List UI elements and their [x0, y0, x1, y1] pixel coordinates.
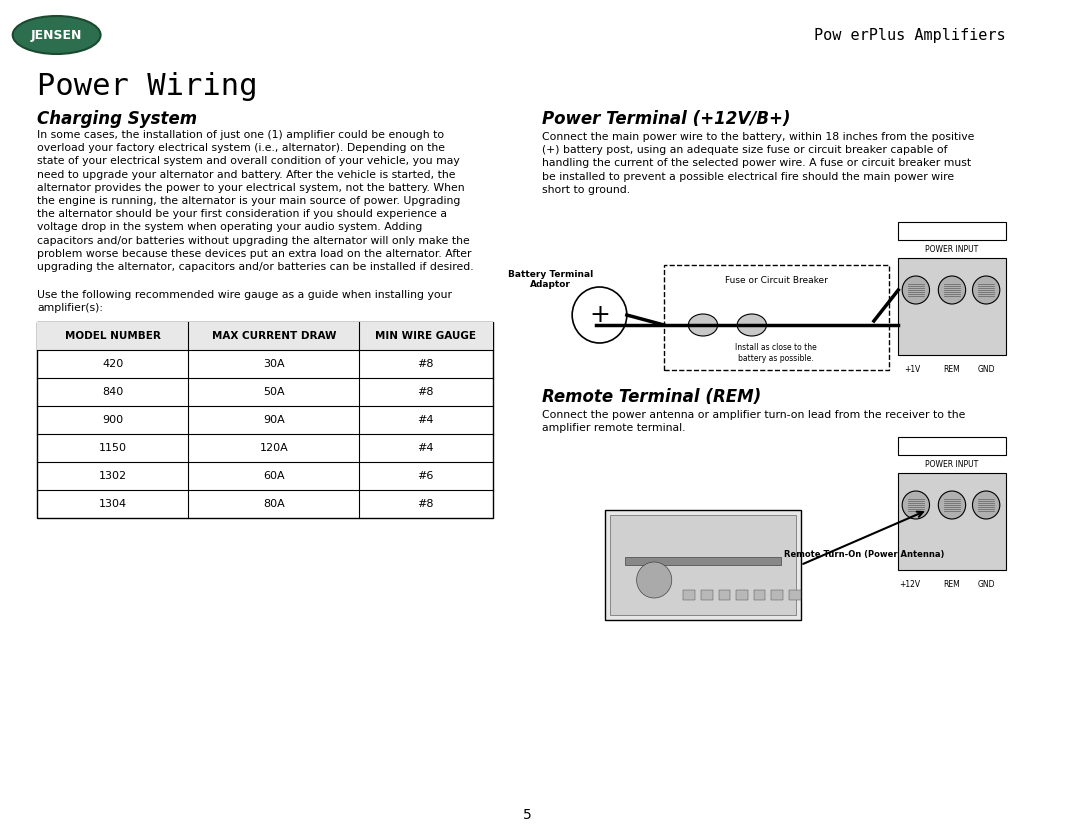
Bar — [37, 322, 494, 518]
Text: 120A: 120A — [259, 443, 288, 453]
Bar — [899, 258, 1005, 355]
Bar — [899, 437, 1005, 455]
Bar — [899, 473, 1005, 570]
Bar — [37, 322, 494, 350]
Text: 840: 840 — [103, 387, 123, 397]
Text: POWER INPUT: POWER INPUT — [926, 244, 978, 254]
Circle shape — [939, 491, 966, 519]
Text: Use the following recommended wire gauge as a guide when installing your
amplifi: Use the following recommended wire gauge… — [37, 290, 453, 314]
Text: #4: #4 — [417, 443, 433, 453]
Text: 900: 900 — [103, 415, 123, 425]
Circle shape — [972, 276, 1000, 304]
Bar — [684, 590, 696, 600]
Text: MAX CURRENT DRAW: MAX CURRENT DRAW — [212, 331, 336, 341]
Text: 1150: 1150 — [98, 443, 126, 453]
Text: GND: GND — [977, 365, 995, 374]
Text: 1304: 1304 — [98, 499, 126, 509]
Text: Connect the power antenna or amplifier turn-on lead from the receiver to the
amp: Connect the power antenna or amplifier t… — [542, 410, 966, 433]
Bar — [788, 590, 800, 600]
Text: Fuse or Circuit Breaker: Fuse or Circuit Breaker — [725, 275, 827, 284]
Text: Remote Turn-On (Power Antenna): Remote Turn-On (Power Antenna) — [784, 550, 944, 559]
Text: Power Terminal (+12V/B+): Power Terminal (+12V/B+) — [542, 110, 791, 128]
Text: +1: +1 — [904, 365, 916, 374]
Text: 90A: 90A — [264, 415, 285, 425]
Circle shape — [972, 491, 1000, 519]
Text: Remote Terminal (REM): Remote Terminal (REM) — [542, 388, 761, 406]
Text: #4: #4 — [417, 415, 433, 425]
Text: Charging System: Charging System — [37, 110, 198, 128]
Bar — [754, 590, 766, 600]
Circle shape — [902, 491, 930, 519]
Text: Install as close to the
battery as possible.: Install as close to the battery as possi… — [735, 344, 818, 363]
Text: POWER INPUT: POWER INPUT — [926, 460, 978, 469]
Bar — [701, 590, 713, 600]
Ellipse shape — [688, 314, 717, 336]
Text: MODEL NUMBER: MODEL NUMBER — [65, 331, 161, 341]
Bar — [606, 510, 800, 620]
Text: 80A: 80A — [264, 499, 285, 509]
Text: 60A: 60A — [264, 471, 285, 481]
Circle shape — [902, 276, 930, 304]
Circle shape — [636, 562, 672, 598]
Circle shape — [572, 287, 626, 343]
Bar — [625, 557, 781, 565]
Text: JENSEN: JENSEN — [31, 28, 82, 42]
Ellipse shape — [738, 314, 767, 336]
Text: GND: GND — [977, 580, 995, 589]
Bar — [737, 590, 748, 600]
Bar — [899, 222, 1005, 240]
Bar — [771, 590, 783, 600]
Text: #8: #8 — [417, 359, 433, 369]
Text: V: V — [915, 365, 920, 374]
Text: MIN WIRE GAUGE: MIN WIRE GAUGE — [375, 331, 475, 341]
Text: #8: #8 — [417, 387, 433, 397]
Bar — [664, 265, 889, 370]
Bar — [610, 515, 796, 615]
Text: 1302: 1302 — [98, 471, 126, 481]
Circle shape — [939, 276, 966, 304]
Text: Pow erPlus Amplifiers: Pow erPlus Amplifiers — [814, 28, 1005, 43]
Text: 420: 420 — [103, 359, 123, 369]
Text: In some cases, the installation of just one (1) amplifier could be enough to
ove: In some cases, the installation of just … — [37, 130, 474, 272]
Text: Battery Terminal
Adaptor: Battery Terminal Adaptor — [508, 270, 593, 289]
Ellipse shape — [13, 16, 100, 54]
Bar — [718, 590, 730, 600]
Text: +12V: +12V — [900, 580, 920, 589]
Text: #8: #8 — [417, 499, 433, 509]
Text: 5: 5 — [523, 808, 531, 822]
Text: 30A: 30A — [264, 359, 285, 369]
Text: REM: REM — [944, 365, 960, 374]
Text: Connect the main power wire to the battery, within 18 inches from the positive
(: Connect the main power wire to the batte… — [542, 132, 974, 195]
Text: REM: REM — [944, 580, 960, 589]
Text: Power Wiring: Power Wiring — [37, 72, 258, 101]
Text: 50A: 50A — [264, 387, 285, 397]
Text: #6: #6 — [417, 471, 433, 481]
Text: +: + — [589, 303, 610, 327]
